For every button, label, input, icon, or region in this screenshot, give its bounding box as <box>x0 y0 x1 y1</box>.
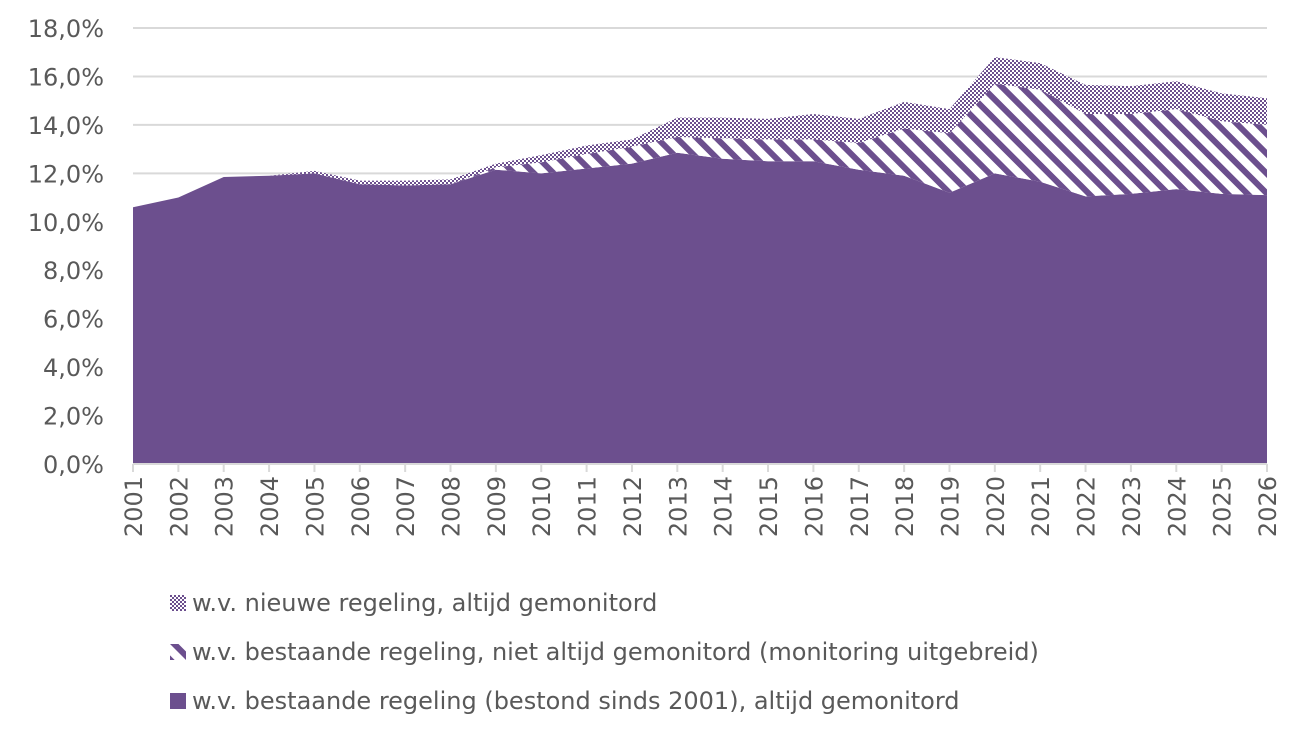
y-tick-label: 6,0% <box>43 306 104 334</box>
x-tick-label: 2020 <box>982 476 1010 537</box>
area-series-1 <box>133 152 1267 464</box>
x-tick-label: 2011 <box>574 476 602 537</box>
x-tick-labels: 2001 2002 2003 2004 2005 2006 2007 2008 2009 2010… <box>120 476 1282 537</box>
x-tick-label: 2010 <box>528 476 556 537</box>
x-tick-label: 2021 <box>1027 476 1055 537</box>
stripes-swatch-icon <box>170 643 186 660</box>
x-tick-label: 2017 <box>846 476 874 537</box>
x-tick-label: 2018 <box>891 476 919 537</box>
y-tick-label: 18,0% <box>28 15 104 43</box>
solid-swatch-icon <box>170 692 186 709</box>
area-series <box>133 57 1267 464</box>
x-tick-label: 2024 <box>1163 476 1191 537</box>
legend-label-extended: w.v. bestaande regeling, niet altijd gem… <box>192 637 1039 666</box>
x-tick-label: 2025 <box>1209 476 1237 537</box>
x-tick-label: 2004 <box>256 476 284 537</box>
x-tick-label: 2022 <box>1073 476 1101 537</box>
x-tick-label: 2019 <box>936 476 964 537</box>
y-tick-label: 0,0% <box>43 451 104 479</box>
legend-item-new: w.v. nieuwe regeling, altijd gemonitord <box>170 578 1039 627</box>
x-tick-label: 2026 <box>1254 476 1282 537</box>
y-tick-label: 2,0% <box>43 403 104 431</box>
chart: 0,0% 2,0% 4,0% 6,0% 8,0% 10,0% 12,0% 14,0% 16,0%… <box>28 15 1282 537</box>
x-tick-label: 2005 <box>301 476 329 537</box>
y-tick-labels: 0,0% 2,0% 4,0% 6,0% 8,0% 10,0% 12,0% 14,0% 16,0%… <box>28 15 104 479</box>
area-series-2 <box>133 83 1267 208</box>
x-tick-label: 2008 <box>438 476 466 537</box>
y-tick-label: 10,0% <box>28 209 104 237</box>
y-tick-label: 12,0% <box>28 160 104 188</box>
legend-label-new: w.v. nieuwe regeling, altijd gemonitord <box>192 588 658 617</box>
x-tick-label: 2015 <box>755 476 783 537</box>
area-series-3 <box>133 57 1267 208</box>
x-tick-label: 2013 <box>664 476 692 537</box>
y-tick-label: 8,0% <box>43 257 104 285</box>
x-tick-label: 2001 <box>120 476 148 537</box>
x-tick-label: 2014 <box>710 476 738 537</box>
legend-item-extended: w.v. bestaande regeling, niet altijd gem… <box>170 627 1039 676</box>
x-tick-label: 2003 <box>211 476 239 537</box>
y-tick-label: 16,0% <box>28 63 104 91</box>
x-tick-label: 2002 <box>165 476 193 537</box>
legend-label-existing: w.v. bestaande regeling (bestond sinds 2… <box>192 686 960 715</box>
x-tick-label: 2006 <box>347 476 375 537</box>
x-tick-label: 2023 <box>1118 476 1146 537</box>
x-axis <box>132 463 1268 472</box>
x-tick-label: 2016 <box>800 476 828 537</box>
x-tick-label: 2012 <box>619 476 647 537</box>
y-tick-label: 14,0% <box>28 112 104 140</box>
x-tick-label: 2009 <box>483 476 511 537</box>
checker-swatch-icon <box>170 594 186 611</box>
legend-item-existing: w.v. bestaande regeling (bestond sinds 2… <box>170 676 1039 725</box>
y-tick-label: 4,0% <box>43 354 104 382</box>
x-tick-label: 2007 <box>392 476 420 537</box>
legend: w.v. nieuwe regeling, altijd gemonitord … <box>170 578 1039 725</box>
